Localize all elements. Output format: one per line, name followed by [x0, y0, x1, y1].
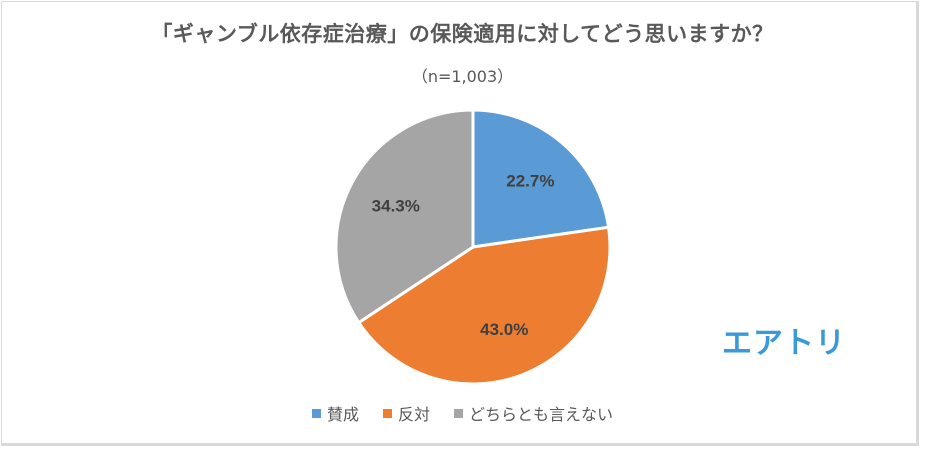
chart-title: 「ギャンブル依存症治療」の保険適用に対してどう思いますか？: [151, 22, 774, 46]
chart-subtitle: （n=1,003）: [411, 67, 514, 86]
slice-agree: [471, 108, 611, 249]
legend-item-agree: 賛成: [311, 401, 359, 425]
legend-swatch-neutral: [454, 408, 463, 418]
slice-label: 43.0%: [480, 320, 528, 339]
slice-disagree: [356, 225, 612, 386]
legend-swatch-agree: [311, 408, 321, 418]
chart-legend: 賛成 反対 どちらとも言えない: [0, 401, 925, 425]
legend-label: どちらとも言えない: [469, 405, 614, 424]
legend-item-neutral: どちらとも言えない: [454, 401, 613, 425]
legend-swatch-disagree: [382, 408, 392, 418]
slice-neutral: [334, 108, 475, 325]
chart-frame: [1, 1, 919, 446]
legend-label: 賛成: [326, 405, 359, 424]
slice-label: 22.7%: [506, 172, 554, 191]
legend-label: 反対: [397, 405, 430, 424]
legend-item-disagree: 反対: [382, 401, 430, 425]
brand-logo: エアトリ: [722, 326, 846, 361]
slice-label: 34.3%: [372, 196, 420, 215]
